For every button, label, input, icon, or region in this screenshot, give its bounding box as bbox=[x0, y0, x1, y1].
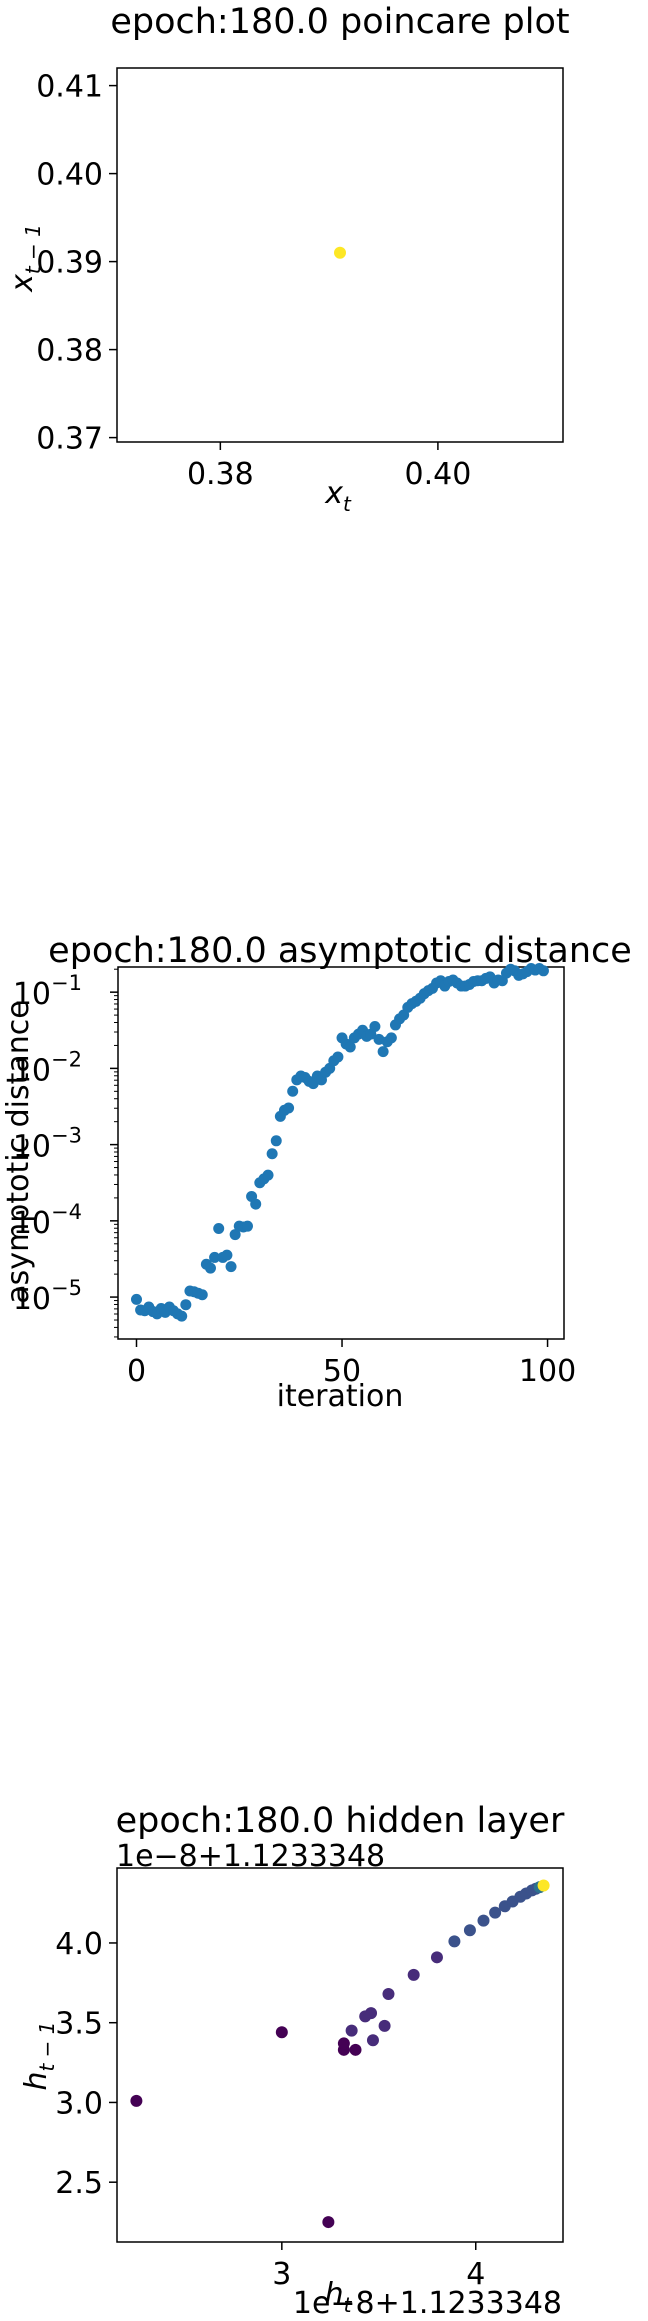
poincare-points bbox=[334, 246, 346, 259]
poincare-point bbox=[334, 246, 346, 259]
distance-point bbox=[225, 1261, 237, 1273]
y-tick-label: 10−5 bbox=[13, 1276, 82, 1317]
hidden-layer-point bbox=[382, 1987, 395, 2000]
y-tick-label: 0.38 bbox=[36, 334, 103, 369]
distance-point bbox=[344, 1041, 356, 1053]
hidden-layer-point bbox=[477, 1914, 490, 1927]
hidden-layer-point bbox=[365, 2007, 378, 2020]
hidden-layer-point bbox=[378, 2019, 391, 2032]
hidden-y-axis-label: ht − 1 bbox=[19, 2021, 59, 2090]
poincare-plot-chart: epoch:180.0 poincare plot 0.370.380.390.… bbox=[5, 2, 570, 516]
asymptotic-x-axis: 0 50 100 bbox=[127, 1339, 576, 1389]
distance-point bbox=[537, 965, 549, 977]
poincare-x-axis: 0.38 0.40 bbox=[187, 442, 471, 492]
asymptotic-y-axis: 10−5 10−4 10−3 10−2 10−1 bbox=[13, 968, 118, 1338]
y-tick-label: 10−3 bbox=[13, 1124, 82, 1165]
hidden-y-axis: 2.5 3.0 3.5 4.0 bbox=[55, 1927, 117, 2201]
distance-point bbox=[204, 1262, 216, 1274]
y-tick-label: 10−1 bbox=[13, 971, 82, 1012]
poincare-plot-title: epoch:180.0 poincare plot bbox=[110, 2, 569, 42]
hidden-layer-chart: epoch:180.0 hidden layer 1e−8+1.1233348 … bbox=[19, 1801, 565, 2321]
distance-point bbox=[176, 1310, 188, 1322]
hidden-layer-plot-area bbox=[116, 1867, 564, 2243]
x-tick-label: 0.38 bbox=[187, 457, 254, 492]
hidden-layer-point bbox=[448, 1935, 461, 1948]
asymptotic-distance-chart: epoch:180.0 asymptotic distance 10−5 10−4… bbox=[1, 931, 632, 1414]
hidden-layer-point bbox=[349, 2043, 362, 2056]
poincare-y-axis: 0.37 0.38 0.39 0.40 0.41 bbox=[36, 70, 117, 457]
y-tick-label: 4.0 bbox=[55, 1927, 103, 1962]
y-tick-label: 10−2 bbox=[13, 1047, 82, 1088]
hidden-layer-points bbox=[130, 1879, 550, 2229]
distance-point bbox=[369, 1020, 381, 1032]
poincare-plot-area bbox=[116, 67, 564, 443]
distance-point bbox=[332, 1051, 344, 1063]
hidden-x-offset-text: 1e−8+1.1233348 bbox=[293, 2286, 562, 2321]
distance-point bbox=[266, 1148, 278, 1160]
y-tick-label: 10−4 bbox=[13, 1200, 82, 1241]
hidden-layer-point bbox=[322, 2216, 335, 2229]
distance-point bbox=[180, 1299, 192, 1311]
distance-point bbox=[287, 1085, 299, 1097]
distance-point bbox=[385, 1032, 397, 1044]
distance-point bbox=[241, 1220, 253, 1232]
y-tick-label: 0.40 bbox=[36, 158, 103, 193]
hidden-layer-point bbox=[366, 2034, 379, 2047]
hidden-layer-point bbox=[345, 2024, 358, 2037]
hidden-layer-point bbox=[407, 1968, 420, 1981]
y-tick-label: 3.0 bbox=[55, 2086, 103, 2121]
asymptotic-y-axis-label: asymptotic distance bbox=[1, 1000, 36, 1303]
y-tick-label: 0.41 bbox=[36, 70, 103, 105]
distance-point bbox=[209, 1251, 221, 1263]
hidden-layer-point bbox=[430, 1951, 443, 1964]
distance-point bbox=[283, 1102, 295, 1114]
hidden-layer-point bbox=[463, 1924, 476, 1937]
x-tick-label: 3 bbox=[272, 2257, 291, 2292]
x-tick-label: 50 bbox=[323, 1354, 361, 1389]
x-tick-label: 0 bbox=[127, 1354, 146, 1389]
hidden-layer-point bbox=[130, 2094, 143, 2107]
y-tick-label: 2.5 bbox=[55, 2166, 103, 2201]
x-tick-label: 100 bbox=[519, 1354, 576, 1389]
x-tick-label: 4 bbox=[466, 2257, 485, 2292]
asymptotic-x-axis-label: iteration bbox=[277, 1379, 404, 1414]
y-tick-label: 0.37 bbox=[36, 422, 103, 457]
asymptotic-distance-plot-area bbox=[117, 966, 565, 1340]
x-tick-label: 0.40 bbox=[405, 457, 472, 492]
hidden-layer-point bbox=[489, 1906, 502, 1919]
distance-point bbox=[213, 1222, 225, 1234]
y-tick-label: 0.39 bbox=[36, 246, 103, 281]
distance-point bbox=[250, 1198, 262, 1210]
distance-point bbox=[270, 1135, 282, 1147]
y-tick-label: 3.5 bbox=[55, 2007, 103, 2042]
distance-point bbox=[377, 1046, 389, 1058]
hidden-layer-point bbox=[275, 2026, 288, 2039]
hidden-layer-point bbox=[537, 1879, 550, 1892]
distance-point bbox=[229, 1229, 241, 1241]
poincare-y-axis-label: xt − 1 bbox=[5, 224, 45, 293]
distance-point bbox=[130, 1293, 142, 1305]
asymptotic-distance-points bbox=[130, 963, 549, 1322]
distance-point bbox=[221, 1249, 233, 1261]
hidden-layer-title: epoch:180.0 hidden layer bbox=[116, 1801, 565, 1841]
poincare-x-axis-label: xt bbox=[324, 476, 352, 516]
hidden-x-axis-label: ht bbox=[325, 2277, 353, 2317]
distance-point bbox=[196, 1289, 208, 1301]
hidden-layer-point bbox=[337, 2037, 350, 2050]
distance-point bbox=[262, 1169, 274, 1181]
asymptotic-distance-title: epoch:180.0 asymptotic distance bbox=[48, 931, 632, 971]
